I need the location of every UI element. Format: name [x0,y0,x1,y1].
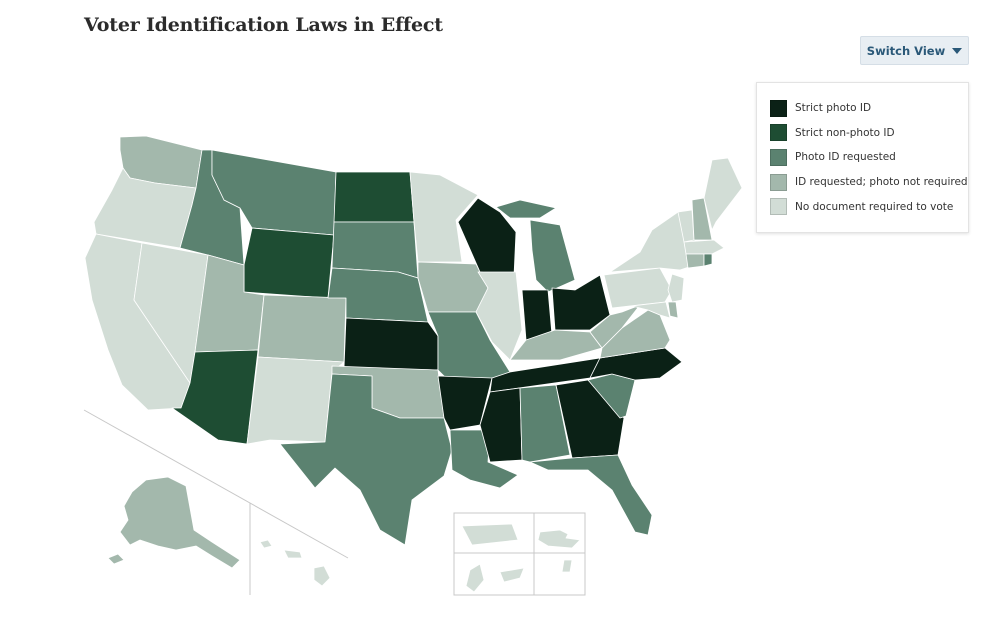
caret-down-icon [952,47,963,54]
state-GA[interactable] [555,379,625,459]
territory-GU[interactable] [465,563,485,593]
state-IL[interactable] [475,271,523,361]
state-MI[interactable] [529,219,576,293]
state-KY[interactable] [509,329,603,361]
legend-swatch [770,173,787,191]
legend-item-no-document: No document required to vote [770,194,968,219]
state-PA[interactable] [603,267,673,309]
state-ND[interactable] [333,171,415,223]
state-CT[interactable] [685,253,705,269]
state-KS[interactable] [343,317,439,371]
state-RI[interactable] [703,253,713,267]
switch-view-label: Switch View [866,43,946,58]
territories-inset [453,512,586,596]
territory-VI[interactable] [537,529,581,549]
legend-item-photo-requested: Photo ID requested [770,145,968,170]
state-AR[interactable] [437,375,493,431]
state-AL[interactable] [519,384,571,463]
state-MS[interactable] [479,387,523,463]
state-MA[interactable] [683,239,725,255]
state-NJ[interactable] [667,273,685,303]
switch-view-button[interactable]: Switch View [860,36,969,65]
legend-item-id-requested: ID requested; photo not required [770,170,968,195]
legend-swatch [770,148,787,166]
state-CO[interactable] [257,294,347,363]
territory-AS[interactable] [561,559,573,573]
legend-swatch [770,124,787,142]
state-AK[interactable] [119,476,241,569]
state-WY[interactable] [243,227,335,299]
map-legend: Strict photo ID Strict non-photo ID Phot… [756,82,969,233]
state-MI-upper[interactable] [495,199,557,219]
page-title: Voter Identification Laws in Effect [84,14,443,36]
state-MN[interactable] [409,171,479,263]
legend-item-strict-photo: Strict photo ID [770,96,968,121]
state-DE[interactable] [667,301,679,319]
state-TN[interactable] [489,357,601,393]
legend-swatch [770,99,787,117]
state-HI-islands-2[interactable] [283,549,303,559]
state-MD[interactable] [631,301,671,319]
legend-label: Photo ID requested [795,151,896,164]
state-VA[interactable] [599,309,671,359]
legend-label: Strict non-photo ID [795,126,895,139]
state-HI-islands[interactable] [259,539,273,549]
state-AK-islands[interactable] [107,553,125,565]
legend-label: Strict photo ID [795,102,872,115]
inset-divider-line [83,409,349,559]
legend-item-strict-nonphoto: Strict non-photo ID [770,121,968,146]
state-IA[interactable] [417,261,489,313]
state-TX[interactable] [279,373,453,546]
territory-MP[interactable] [499,567,525,583]
state-ME[interactable] [703,157,743,231]
state-HI[interactable] [313,565,331,587]
state-FL[interactable] [529,454,653,536]
state-AZ[interactable] [171,349,259,445]
legend-swatch [770,198,787,216]
territory-PR[interactable] [461,523,519,546]
legend-label: ID requested; photo not required [795,176,968,189]
legend-label: No document required to vote [795,200,954,213]
